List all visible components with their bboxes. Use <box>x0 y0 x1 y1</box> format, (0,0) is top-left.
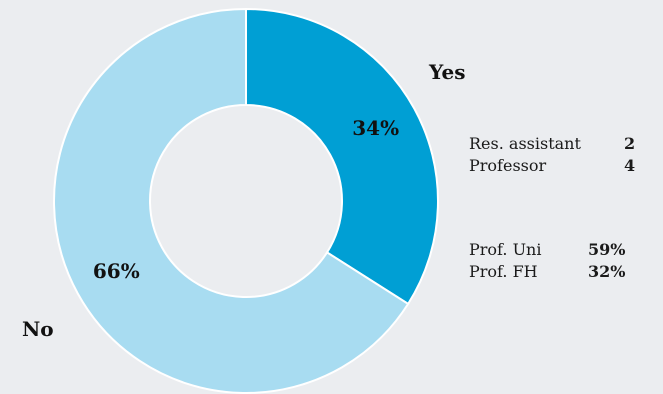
breakdown-value: 59% <box>588 240 626 259</box>
breakdown-label: Professor <box>469 156 547 175</box>
slice-value-label-no: 66% <box>93 259 140 283</box>
category-label-yes: Yes <box>429 60 466 84</box>
slice-yes <box>245 7 439 306</box>
breakdown-value: 2 <box>624 134 636 153</box>
breakdown-label: Res. assistant <box>469 134 581 153</box>
slice-value-label-yes: 34% <box>352 116 399 140</box>
breakdown-value: 32% <box>588 262 626 281</box>
slice-no <box>53 7 410 394</box>
breakdown-label: Prof. FH <box>469 262 538 281</box>
breakdown-label: Prof. Uni <box>469 240 542 259</box>
category-label-no: No <box>22 317 54 341</box>
breakdown-value: 4 <box>624 156 636 175</box>
